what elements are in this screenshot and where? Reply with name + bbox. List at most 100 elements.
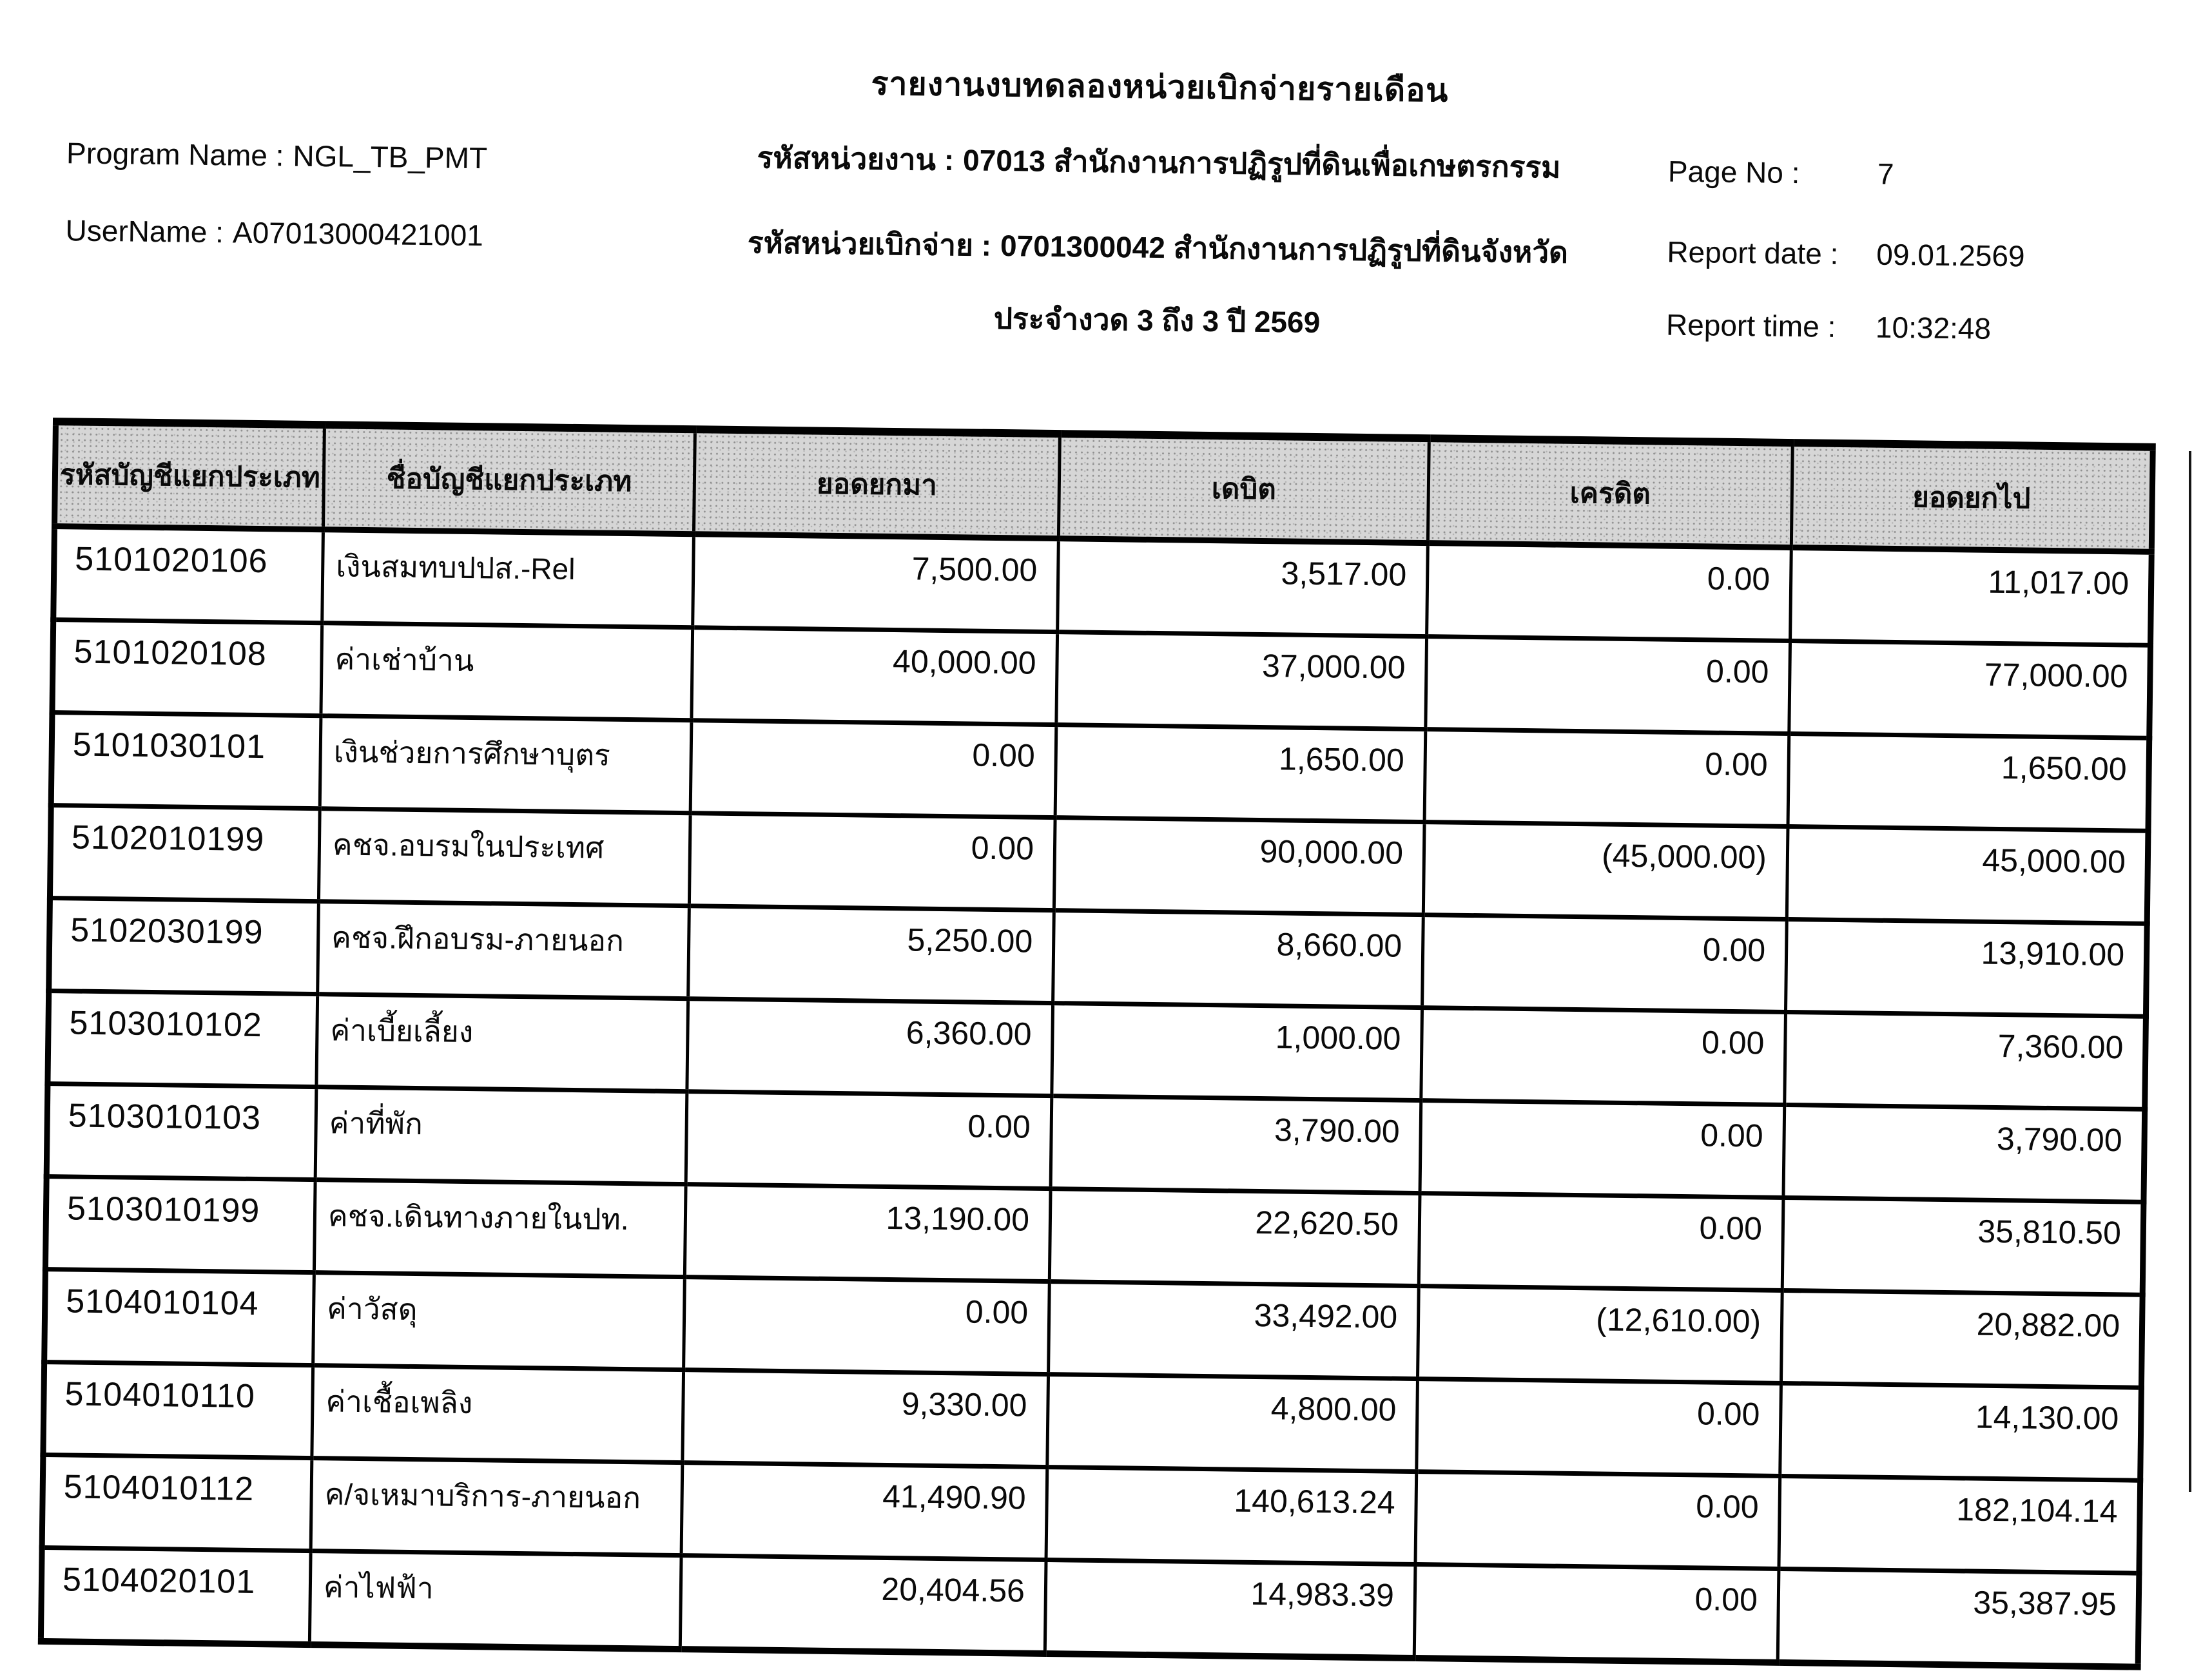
- cell-account-code: 5104010112: [42, 1454, 312, 1551]
- username-value: A07013000421001: [232, 215, 484, 253]
- cell-closing-balance: 11,017.00: [1790, 547, 2152, 646]
- cell-closing-balance: 7,360.00: [1784, 1012, 2146, 1110]
- cell-opening-balance: 0.00: [690, 720, 1056, 818]
- cell-account-name: ค่าเชื้อเพลิง: [311, 1365, 684, 1463]
- cell-debit: 140,613.24: [1046, 1467, 1417, 1565]
- cell-closing-balance: 35,810.50: [1782, 1197, 2144, 1295]
- agency-value: 07013 สำนักงานการปฏิรูปที่ดินเพื่อเกษตรก…: [962, 143, 1561, 184]
- cell-credit: 0.00: [1422, 914, 1787, 1012]
- cell-account-name: ค่าที่พัก: [315, 1087, 687, 1184]
- cell-credit: 0.00: [1416, 1378, 1781, 1476]
- disburse-unit-line: รหัสหน่วยเบิกจ่าย :0701300042 สำนักงานกา…: [706, 218, 1609, 276]
- cell-account-name: เงินสมทบปปส.-Rel: [322, 529, 694, 628]
- cell-closing-balance: 3,790.00: [1783, 1105, 2145, 1203]
- cell-account-code: 5104010110: [43, 1362, 313, 1458]
- cell-account-name: คชจ.อบรมในประเทศ: [318, 808, 691, 906]
- report-date-value: 09.01.2569: [1876, 237, 2025, 273]
- cell-debit: 22,620.50: [1049, 1188, 1421, 1286]
- program-name-value: NGL_TB_PMT: [293, 139, 488, 175]
- cell-closing-balance: 1,650.00: [1788, 733, 2149, 831]
- scanned-report-page: รายงานงบทดลองหน่วยเบิกจ่ายรายเดือน Progr…: [37, 65, 2156, 1670]
- cell-credit: (12,610.00): [1417, 1286, 1783, 1384]
- scan-page-edge-line: [2189, 451, 2191, 1492]
- cell-closing-balance: 182,104.14: [1778, 1476, 2140, 1574]
- disburse-unit-value: 0701300042 สำนักงานการปฏิรูปที่ดินจังหวั…: [1000, 229, 1569, 269]
- report-date-label: Report date :: [1667, 235, 1839, 271]
- period-line: ประจำงวด 3 ถึง 3 ปี 2569: [993, 301, 1321, 340]
- cell-closing-balance: 20,882.00: [1781, 1290, 2143, 1388]
- cell-credit: 0.00: [1415, 1471, 1780, 1569]
- column-header-account-name: ชื่อบัญชีแยกประเภท: [323, 425, 695, 534]
- cell-account-name: คชจ.เดินทางภายในปท.: [314, 1179, 686, 1277]
- cell-opening-balance: 0.00: [683, 1277, 1050, 1375]
- column-header-closing-balance: ยอดยกไป: [1791, 443, 2153, 552]
- column-header-account-code: รหัสบัญชีแยกประเภท: [54, 421, 325, 530]
- cell-debit: 37,000.00: [1056, 632, 1427, 729]
- cell-credit: 0.00: [1414, 1564, 1779, 1663]
- cell-account-name: ค่าเบี้ยเลี้ยง: [316, 994, 688, 1092]
- agency-line: รหัสหน่วยงาน :07013 สำนักงานการปฏิรูปที่…: [708, 133, 1611, 191]
- cell-account-code: 5101020108: [52, 619, 322, 716]
- cell-opening-balance: 13,190.00: [684, 1184, 1051, 1282]
- cell-debit: 14,983.39: [1045, 1560, 1415, 1659]
- agency-label: รหัสหน่วยงาน :: [757, 140, 955, 177]
- cell-account-name: คชจ.ฝึกอบรม-ภายนอก: [317, 901, 690, 999]
- cell-debit: 4,800.00: [1047, 1374, 1418, 1472]
- report-time-value: 10:32:48: [1875, 310, 1992, 345]
- cell-account-code: 5103010103: [46, 1083, 316, 1180]
- report-time-label: Report time :: [1665, 307, 1836, 343]
- cell-debit: 33,492.00: [1048, 1281, 1419, 1379]
- cell-opening-balance: 0.00: [689, 813, 1056, 911]
- cell-opening-balance: 5,250.00: [688, 905, 1054, 1003]
- cell-credit: 0.00: [1420, 1100, 1785, 1198]
- cell-account-code: 5101030101: [51, 712, 321, 809]
- cell-account-code: 5104010104: [44, 1269, 315, 1366]
- cell-opening-balance: 7,500.00: [692, 534, 1059, 632]
- cell-debit: 1,650.00: [1055, 724, 1426, 822]
- cell-opening-balance: 6,360.00: [686, 998, 1053, 1096]
- cell-opening-balance: 0.00: [686, 1091, 1052, 1189]
- cell-account-code: 5103010102: [47, 990, 318, 1087]
- cell-closing-balance: 13,910.00: [1785, 919, 2148, 1017]
- cell-account-code: 5102010199: [50, 805, 320, 902]
- cell-account-code: 5104020101: [41, 1547, 311, 1645]
- program-name-line: Program Name : NGL_TB_PMT: [66, 135, 488, 175]
- cell-debit: 8,660.00: [1053, 910, 1424, 1008]
- cell-credit: 0.00: [1425, 636, 1790, 734]
- cell-account-code: 5103010199: [45, 1176, 316, 1273]
- page-title: รายงานงบทดลองหน่วยเบิกจ่ายรายเดือน: [871, 65, 1449, 109]
- trial-balance-table: รหัสบัญชีแยกประเภท ชื่อบัญชีแยกประเภท ยอดย…: [37, 418, 2156, 1670]
- disburse-unit-label: รหัสหน่วยเบิกจ่าย :: [747, 226, 992, 262]
- cell-credit: 0.00: [1419, 1193, 1783, 1291]
- cell-closing-balance: 45,000.00: [1787, 826, 2148, 924]
- cell-closing-balance: 14,130.00: [1780, 1383, 2142, 1481]
- cell-debit: 3,790.00: [1051, 1096, 1421, 1193]
- username-label: UserName :: [65, 213, 224, 249]
- table-body: 5101020106 เงินสมทบปปส.-Rel 7,500.00 3,517.…: [41, 526, 2152, 1667]
- column-header-opening-balance: ยอดยกมา: [694, 429, 1060, 539]
- program-name-label: Program Name :: [66, 136, 284, 173]
- cell-account-name: เงินช่วยการศึกษาบุตร: [320, 715, 692, 813]
- cell-opening-balance: 41,490.90: [681, 1462, 1047, 1560]
- cell-account-code: 5102030199: [48, 898, 319, 994]
- cell-account-name: ค/จเหมาบริการ-ภายนอก: [311, 1458, 683, 1556]
- cell-account-name: ค่าวัสดุ: [313, 1272, 685, 1370]
- page-no-value: 7: [1877, 157, 1894, 191]
- column-header-debit: เดบิต: [1058, 434, 1430, 543]
- trial-balance-table-wrap: รหัสบัญชีแยกประเภท ชื่อบัญชีแยกประเภท ยอดย…: [37, 418, 2156, 1670]
- column-header-credit: เครดิต: [1428, 438, 1793, 548]
- cell-opening-balance: 40,000.00: [691, 627, 1058, 725]
- cell-debit: 1,000.00: [1051, 1003, 1422, 1101]
- cell-credit: (45,000.00): [1423, 822, 1789, 920]
- cell-credit: 0.00: [1421, 1007, 1786, 1105]
- cell-account-code: 5101020106: [53, 526, 324, 623]
- cell-opening-balance: 9,330.00: [682, 1369, 1049, 1467]
- cell-debit: 3,517.00: [1057, 538, 1428, 637]
- cell-credit: 0.00: [1424, 729, 1789, 827]
- cell-closing-balance: 77,000.00: [1789, 641, 2151, 739]
- cell-account-name: ค่าไฟฟ้า: [309, 1550, 682, 1650]
- cell-account-name: ค่าเช่าบ้าน: [320, 623, 693, 720]
- cell-closing-balance: 35,387.95: [1778, 1569, 2139, 1667]
- page-no-label: Page No :: [1667, 154, 1800, 190]
- cell-credit: 0.00: [1426, 543, 1792, 641]
